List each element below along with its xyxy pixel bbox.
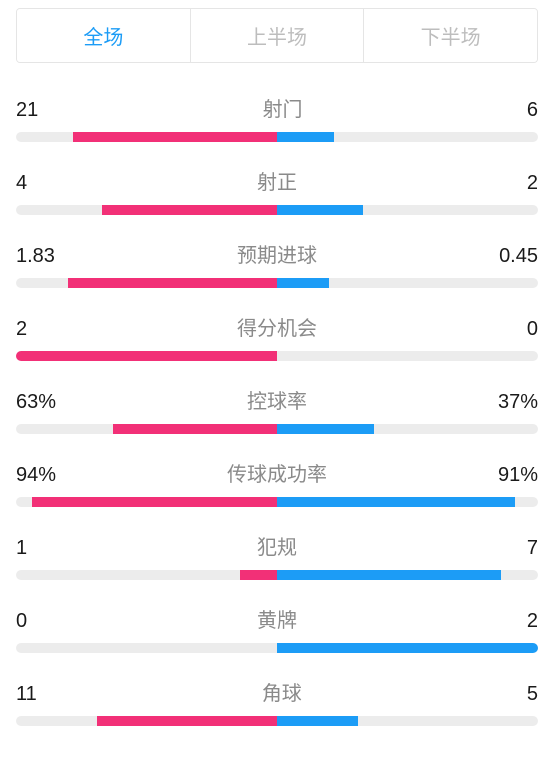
period-tabs: 全场上半场下半场 xyxy=(16,8,538,63)
away-bar-fill xyxy=(277,205,363,215)
stat-header: 4 射正 2 xyxy=(16,166,538,195)
home-value: 1.83 xyxy=(16,245,55,268)
away-bar-track xyxy=(277,351,538,361)
stats-list: 21射门64射正21.83预期进球0.452得分机会063%控球率37%94%传… xyxy=(0,63,554,726)
stat-label: 犯规 xyxy=(257,531,297,560)
away-bar-fill xyxy=(277,278,329,288)
home-value: 0 xyxy=(16,610,27,633)
away-bar-fill xyxy=(277,716,358,726)
stat-header: 11 角球 5 xyxy=(16,677,538,706)
away-bar-fill xyxy=(277,424,374,434)
away-bar-track xyxy=(277,570,538,580)
away-value: 2 xyxy=(527,610,538,633)
stat-bar xyxy=(16,205,538,215)
stat-header: 0 黄牌 2 xyxy=(16,604,538,633)
home-bar-track xyxy=(16,424,277,434)
home-bar-fill xyxy=(97,716,277,726)
tab-0[interactable]: 全场 xyxy=(17,9,190,62)
home-bar-fill xyxy=(102,205,277,215)
away-bar-track xyxy=(277,497,538,507)
stat-label: 黄牌 xyxy=(257,604,297,633)
home-value: 21 xyxy=(16,99,38,122)
home-bar-fill xyxy=(113,424,277,434)
home-bar-track xyxy=(16,278,277,288)
stat-bar xyxy=(16,132,538,142)
home-bar-track xyxy=(16,205,277,215)
stat-header: 21 射门 6 xyxy=(16,93,538,122)
home-bar-track xyxy=(16,351,277,361)
stat-bar xyxy=(16,716,538,726)
home-bar-track xyxy=(16,716,277,726)
away-bar-track xyxy=(277,132,538,142)
stat-label: 控球率 xyxy=(247,385,307,414)
stat-row: 63% 控球率 37% xyxy=(16,385,538,434)
stat-row: 2 得分机会 0 xyxy=(16,312,538,361)
away-bar-track xyxy=(277,205,538,215)
stat-row: 1.83 预期进球 0.45 xyxy=(16,239,538,288)
home-bar-track xyxy=(16,497,277,507)
stat-label: 射正 xyxy=(257,166,297,195)
home-bar-fill xyxy=(32,497,277,507)
stat-label: 射门 xyxy=(263,93,303,122)
away-bar-fill xyxy=(277,570,501,580)
home-bar-track xyxy=(16,570,277,580)
away-bar-track xyxy=(277,643,538,653)
stat-row: 4 射正 2 xyxy=(16,166,538,215)
stat-bar xyxy=(16,424,538,434)
stat-header: 94% 传球成功率 91% xyxy=(16,458,538,487)
away-value: 6 xyxy=(527,99,538,122)
home-value: 94% xyxy=(16,464,56,487)
stat-header: 63% 控球率 37% xyxy=(16,385,538,414)
home-value: 63% xyxy=(16,391,56,414)
away-bar-track xyxy=(277,424,538,434)
away-bar-track xyxy=(277,716,538,726)
tab-2[interactable]: 下半场 xyxy=(363,9,537,62)
away-value: 5 xyxy=(527,683,538,706)
home-value: 11 xyxy=(16,683,37,706)
away-value: 2 xyxy=(527,172,538,195)
home-bar-fill xyxy=(16,351,277,361)
stat-label: 角球 xyxy=(262,677,302,706)
home-bar-fill xyxy=(73,132,277,142)
away-bar-fill xyxy=(277,132,334,142)
home-value: 4 xyxy=(16,172,27,195)
stat-header: 1.83 预期进球 0.45 xyxy=(16,239,538,268)
away-value: 91% xyxy=(498,464,538,487)
stat-row: 11 角球 5 xyxy=(16,677,538,726)
stat-label: 得分机会 xyxy=(237,312,317,341)
stat-bar xyxy=(16,497,538,507)
away-value: 7 xyxy=(527,537,538,560)
stat-bar xyxy=(16,278,538,288)
stat-row: 0 黄牌 2 xyxy=(16,604,538,653)
stat-header: 1 犯规 7 xyxy=(16,531,538,560)
home-value: 2 xyxy=(16,318,27,341)
stat-bar xyxy=(16,351,538,361)
home-bar-track xyxy=(16,643,277,653)
stat-row: 1 犯规 7 xyxy=(16,531,538,580)
home-bar-track xyxy=(16,132,277,142)
home-value: 1 xyxy=(16,537,27,560)
away-bar-fill xyxy=(277,643,538,653)
tab-1[interactable]: 上半场 xyxy=(190,9,364,62)
stat-bar xyxy=(16,570,538,580)
away-bar-track xyxy=(277,278,538,288)
stat-label: 传球成功率 xyxy=(227,458,327,487)
away-value: 0 xyxy=(527,318,538,341)
stat-header: 2 得分机会 0 xyxy=(16,312,538,341)
stat-row: 94% 传球成功率 91% xyxy=(16,458,538,507)
away-value: 0.45 xyxy=(499,245,538,268)
away-bar-fill xyxy=(277,497,515,507)
home-bar-fill xyxy=(240,570,277,580)
stat-row: 21 射门 6 xyxy=(16,93,538,142)
away-value: 37% xyxy=(498,391,538,414)
home-bar-fill xyxy=(68,278,277,288)
stat-bar xyxy=(16,643,538,653)
stat-label: 预期进球 xyxy=(237,239,317,268)
